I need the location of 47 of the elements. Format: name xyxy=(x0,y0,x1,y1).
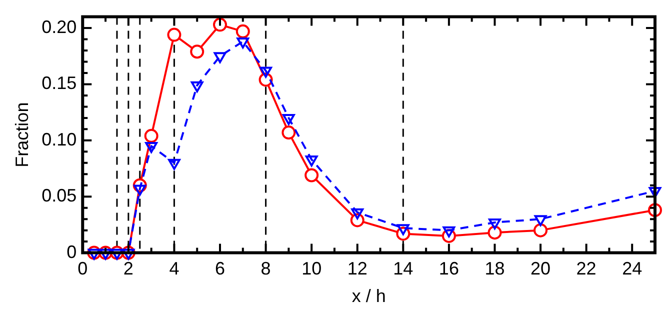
point xyxy=(190,44,204,59)
point xyxy=(145,142,158,154)
point xyxy=(144,128,158,143)
point xyxy=(122,248,135,260)
x-tick-label: 2 xyxy=(123,258,134,279)
point xyxy=(282,126,296,140)
point xyxy=(488,226,502,240)
point xyxy=(534,223,548,238)
y-axis-title: Fraction xyxy=(12,102,32,168)
point xyxy=(110,248,124,260)
x-tick-label: 18 xyxy=(484,258,505,279)
point xyxy=(236,38,250,49)
x-tick-label: 14 xyxy=(393,258,414,279)
x-tick-label: 12 xyxy=(347,258,368,279)
point xyxy=(488,218,501,230)
point xyxy=(236,24,250,38)
y-tick-label: 0.05 xyxy=(42,186,77,206)
x-tick-label: 24 xyxy=(622,258,642,279)
point xyxy=(99,248,112,260)
y-tick-label: 0.15 xyxy=(42,73,77,94)
y-tick-label: 0.20 xyxy=(42,17,77,38)
x-tick-label: 10 xyxy=(302,258,322,279)
y-tick-label: 0 xyxy=(66,242,77,262)
y-tick-label: 0.10 xyxy=(42,129,77,150)
point xyxy=(260,66,272,78)
point xyxy=(190,81,204,92)
point xyxy=(305,156,318,167)
point xyxy=(534,215,547,226)
x-tick-label: 22 xyxy=(576,258,596,279)
point xyxy=(213,18,227,32)
point xyxy=(304,168,319,182)
point xyxy=(168,158,180,170)
x-tick-label: 8 xyxy=(260,258,271,279)
point xyxy=(282,114,295,125)
x-tick-label: 6 xyxy=(214,258,226,279)
point xyxy=(167,28,182,42)
point xyxy=(396,224,410,236)
point xyxy=(134,184,146,196)
point xyxy=(88,248,100,260)
point xyxy=(648,186,662,198)
x-tick-label: 16 xyxy=(438,258,459,279)
point xyxy=(351,208,364,220)
x-tick-label: 20 xyxy=(530,258,551,279)
point xyxy=(214,52,226,64)
point xyxy=(442,226,456,238)
x-tick-label: 4 xyxy=(169,258,180,279)
x-axis-title: x / h xyxy=(352,286,386,306)
